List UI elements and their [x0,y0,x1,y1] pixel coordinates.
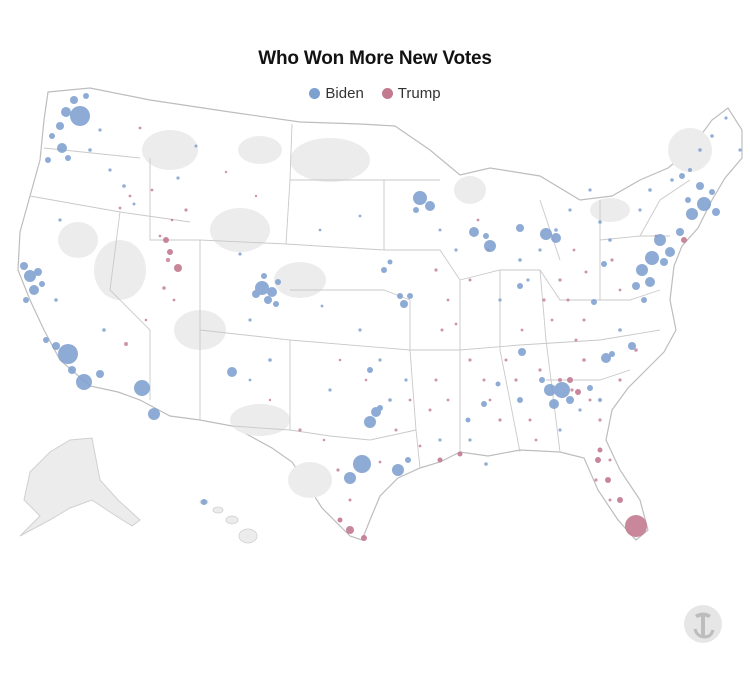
legend-label-biden: Biden [325,85,364,102]
map-title: Who Won More New Votes [258,48,492,69]
county-bubbles-biden [20,93,720,505]
county-bubbles-trump [163,237,687,541]
alaska-outline [19,437,141,537]
legend-item-biden: Biden [309,85,364,102]
hawaii-islands [199,499,258,544]
legend-label-trump: Trump [397,85,441,102]
legend-swatch-trump [381,88,393,99]
nyt-t-logo-icon [684,605,722,643]
legend-item-trump: Trump [381,85,441,102]
county-dots-small [54,116,742,502]
map-legend: Biden Trump [0,85,750,102]
legend-swatch-biden [309,88,321,99]
state-borders [29,123,691,469]
us-outline [17,87,743,541]
